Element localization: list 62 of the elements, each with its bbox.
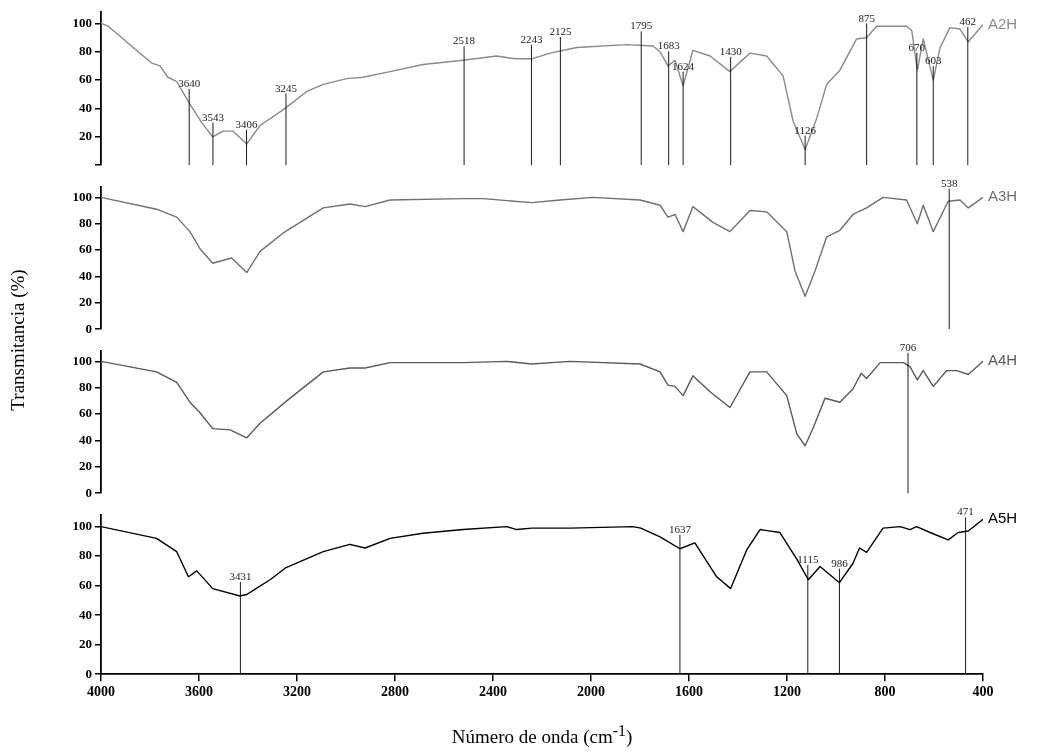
y-tick-label: 0 bbox=[85, 484, 92, 500]
y-tick-label: 40 bbox=[79, 99, 92, 115]
y-tick-label: 80 bbox=[79, 43, 92, 59]
ref-line-label: 2518 bbox=[453, 34, 476, 47]
ref-line-label: 875 bbox=[858, 11, 876, 24]
y-tick-label: 0 bbox=[85, 320, 92, 336]
y-tick-label: 20 bbox=[79, 636, 92, 652]
series-label: A2H bbox=[988, 14, 1018, 32]
y-tick-label: 20 bbox=[79, 294, 92, 310]
series-label: A4H bbox=[988, 351, 1018, 369]
ref-line-label: 603 bbox=[925, 54, 943, 67]
y-tick-label: 20 bbox=[79, 458, 92, 474]
x-tick-label: 1600 bbox=[675, 684, 703, 700]
series-label: A3H bbox=[988, 187, 1018, 205]
y-axis-title: Transmitancia (%) bbox=[7, 269, 29, 411]
x-tick-label: 800 bbox=[874, 684, 896, 700]
x-tick-label: 1200 bbox=[773, 684, 801, 700]
ref-line-label: 670 bbox=[908, 40, 926, 53]
y-tick-label: 0 bbox=[85, 665, 92, 681]
ref-line-label: 1624 bbox=[672, 59, 695, 72]
x-tick-label: 4000 bbox=[87, 684, 115, 700]
x-axis-title: Número de onda (cm$^{-1}$) bbox=[450, 722, 634, 749]
ref-line-label: 2243 bbox=[520, 32, 543, 45]
ref-line-label: 3431 bbox=[229, 569, 252, 582]
y-tick-label: 100 bbox=[72, 517, 92, 533]
ref-line-label: 538 bbox=[940, 176, 958, 189]
y-tick-label: 100 bbox=[72, 188, 92, 204]
ref-line-label: 706 bbox=[899, 340, 917, 353]
ref-line-label: 1430 bbox=[719, 44, 743, 57]
ref-line-label: 986 bbox=[831, 556, 849, 569]
ref-line-label: 471 bbox=[957, 505, 974, 518]
y-tick-label: 60 bbox=[79, 405, 92, 421]
ref-line-label: 1683 bbox=[657, 39, 681, 52]
x-tick-label: 400 bbox=[972, 684, 994, 700]
x-tick-label: 3200 bbox=[283, 684, 311, 700]
ref-line-label: 3406 bbox=[235, 117, 259, 130]
y-tick-label: 80 bbox=[79, 547, 92, 563]
y-tick-label: 80 bbox=[79, 215, 92, 231]
y-tick-label: 100 bbox=[72, 14, 92, 30]
x-tick-label: 2400 bbox=[479, 684, 507, 700]
ref-line-label: 3245 bbox=[274, 81, 298, 94]
ref-line-label: 1115 bbox=[797, 552, 819, 565]
x-tick-label: 3600 bbox=[185, 684, 213, 700]
y-tick-label: 40 bbox=[79, 431, 92, 447]
ref-line-label: 1795 bbox=[630, 19, 653, 32]
series-label: A5H bbox=[988, 509, 1018, 527]
y-tick-label: 40 bbox=[79, 267, 92, 283]
ref-line-label: 1637 bbox=[668, 522, 692, 535]
y-tick-label: 100 bbox=[72, 352, 92, 368]
x-tick-label: 2000 bbox=[577, 684, 605, 700]
y-tick-label: 60 bbox=[79, 577, 92, 592]
ref-line-label: 1126 bbox=[794, 123, 817, 136]
x-tick-label: 2800 bbox=[381, 684, 409, 700]
y-tick-label: 80 bbox=[79, 379, 92, 395]
y-tick-label: 40 bbox=[79, 606, 92, 622]
ref-line-label: 3640 bbox=[178, 76, 201, 89]
y-tick-label: 60 bbox=[79, 241, 92, 257]
ref-line-label: 462 bbox=[959, 15, 977, 28]
ref-line-label: 3543 bbox=[201, 110, 225, 123]
y-tick-label: 60 bbox=[79, 71, 92, 87]
ref-line-label: 2125 bbox=[549, 24, 572, 37]
y-tick-label: 20 bbox=[79, 128, 92, 144]
